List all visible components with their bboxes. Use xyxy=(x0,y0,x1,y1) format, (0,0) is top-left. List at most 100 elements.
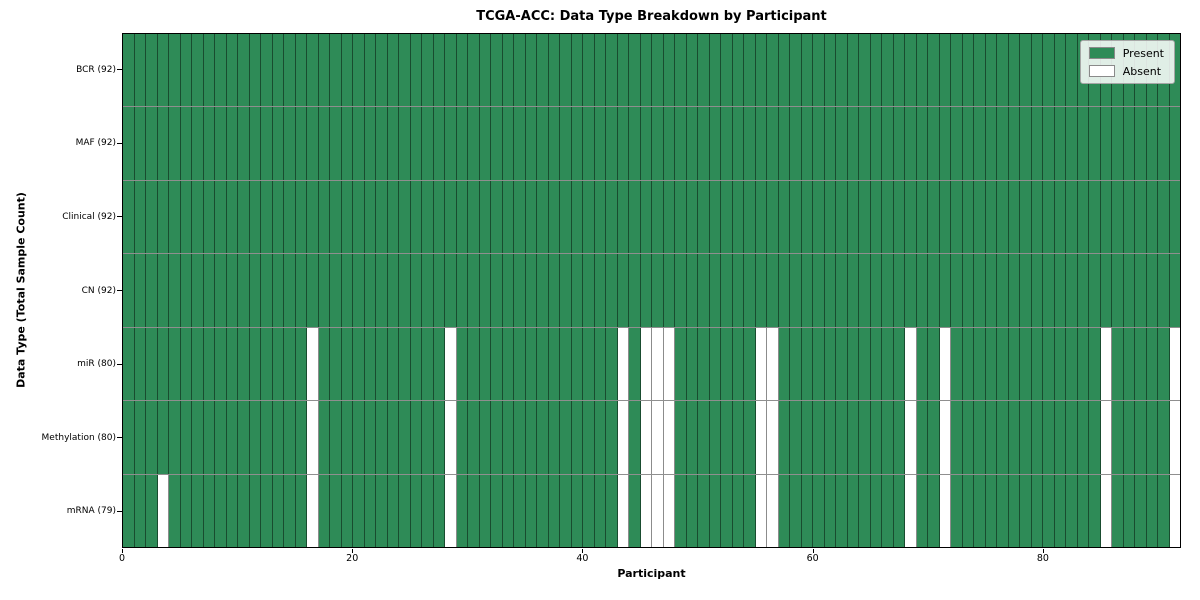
y-tick-label-mrna: mRNA (79) xyxy=(66,506,116,517)
x-tick-mark xyxy=(122,549,123,553)
heatmap-cell-mrna-40 xyxy=(583,474,595,547)
heatmap-cell-cn-66 xyxy=(882,254,894,327)
heatmap-cell-bcr-30 xyxy=(468,34,480,107)
heatmap-cell-cn-83 xyxy=(1077,254,1089,327)
heatmap-cell-bcr-42 xyxy=(606,34,618,107)
heatmap-cell-methylation-33 xyxy=(502,401,514,474)
heatmap-cell-mrna-52 xyxy=(721,474,733,547)
heatmap-cell-mir-50 xyxy=(698,327,710,401)
heatmap-cell-methylation-42 xyxy=(606,401,618,474)
heatmap-cell-bcr-75 xyxy=(985,34,997,107)
heatmap-cell-methylation-59 xyxy=(801,401,813,474)
heatmap-cell-mrna-74 xyxy=(974,474,986,547)
heatmap-cell-mir-69 xyxy=(916,327,928,401)
heatmap-cell-methylation-80 xyxy=(1043,401,1055,474)
heatmap-cell-clinical-41 xyxy=(594,180,606,254)
heatmap-cell-mrna-68 xyxy=(905,474,917,547)
heatmap-cell-methylation-60 xyxy=(813,401,825,474)
heatmap-cell-methylation-89 xyxy=(1146,401,1158,474)
heatmap-cell-mir-12 xyxy=(261,327,273,401)
y-tick-mark xyxy=(117,510,122,512)
heatmap-cell-mrna-4 xyxy=(169,474,181,547)
heatmap-cell-clinical-37 xyxy=(548,180,560,254)
heatmap-cell-cn-32 xyxy=(491,254,503,327)
heatmap-cell-maf-85 xyxy=(1100,107,1112,180)
heatmap-cell-mir-76 xyxy=(997,327,1009,401)
heatmap-cell-bcr-67 xyxy=(893,34,905,107)
heatmap-cell-clinical-18 xyxy=(330,180,342,254)
heatmap-cell-maf-58 xyxy=(790,107,802,180)
heatmap-cell-bcr-32 xyxy=(491,34,503,107)
heatmap-cell-bcr-35 xyxy=(525,34,537,107)
heatmap-cell-cn-61 xyxy=(824,254,836,327)
heatmap-cell-methylation-79 xyxy=(1031,401,1043,474)
heatmap-cell-maf-54 xyxy=(744,107,756,180)
heatmap-cell-maf-23 xyxy=(387,107,399,180)
heatmap-cell-cn-89 xyxy=(1146,254,1158,327)
heatmap-cell-clinical-17 xyxy=(318,180,330,254)
heatmap-cell-mrna-58 xyxy=(790,474,802,547)
heatmap-cell-cn-73 xyxy=(962,254,974,327)
y-tick-mark xyxy=(117,437,122,439)
heatmap-cell-mir-68 xyxy=(905,327,917,401)
heatmap-cell-cn-44 xyxy=(629,254,641,327)
heatmap-row-cn xyxy=(123,253,1180,327)
heatmap-cell-mir-8 xyxy=(215,327,227,401)
heatmap-cell-mir-19 xyxy=(341,327,353,401)
heatmap-cell-clinical-27 xyxy=(433,180,445,254)
heatmap-cell-methylation-9 xyxy=(226,401,238,474)
heatmap-cell-cn-10 xyxy=(238,254,250,327)
heatmap-cell-cn-1 xyxy=(134,254,146,327)
heatmap-cell-clinical-45 xyxy=(640,180,652,254)
heatmap-cell-mrna-64 xyxy=(859,474,871,547)
heatmap-cell-clinical-9 xyxy=(226,180,238,254)
heatmap-cell-clinical-83 xyxy=(1077,180,1089,254)
heatmap-cell-clinical-74 xyxy=(974,180,986,254)
heatmap-cell-methylation-1 xyxy=(134,401,146,474)
heatmap-cell-mrna-8 xyxy=(215,474,227,547)
heatmap-cell-bcr-47 xyxy=(663,34,675,107)
heatmap-cell-mir-78 xyxy=(1020,327,1032,401)
heatmap-cell-mir-59 xyxy=(801,327,813,401)
heatmap-cell-mrna-73 xyxy=(962,474,974,547)
heatmap-cell-bcr-78 xyxy=(1020,34,1032,107)
heatmap-cell-cn-15 xyxy=(295,254,307,327)
heatmap-cell-methylation-50 xyxy=(698,401,710,474)
heatmap-cell-clinical-62 xyxy=(836,180,848,254)
heatmap-cell-methylation-91 xyxy=(1169,401,1180,474)
heatmap-cell-cn-78 xyxy=(1020,254,1032,327)
heatmap-cell-bcr-27 xyxy=(433,34,445,107)
heatmap-cell-maf-77 xyxy=(1008,107,1020,180)
heatmap-cell-clinical-42 xyxy=(606,180,618,254)
heatmap-cell-clinical-23 xyxy=(387,180,399,254)
heatmap-cell-mrna-55 xyxy=(755,474,767,547)
heatmap-cell-maf-31 xyxy=(479,107,491,180)
heatmap-cell-mir-61 xyxy=(824,327,836,401)
heatmap-cell-bcr-25 xyxy=(410,34,422,107)
heatmap-cell-clinical-55 xyxy=(755,180,767,254)
heatmap-cell-mrna-23 xyxy=(387,474,399,547)
heatmap-cell-maf-51 xyxy=(709,107,721,180)
heatmap-cell-maf-41 xyxy=(594,107,606,180)
heatmap-cell-maf-73 xyxy=(962,107,974,180)
heatmap-cell-mrna-81 xyxy=(1054,474,1066,547)
heatmap-cell-methylation-45 xyxy=(640,401,652,474)
heatmap-cell-maf-65 xyxy=(870,107,882,180)
heatmap-cell-clinical-68 xyxy=(905,180,917,254)
heatmap-cell-bcr-41 xyxy=(594,34,606,107)
x-tick-label-40: 40 xyxy=(576,553,589,564)
heatmap-cell-maf-89 xyxy=(1146,107,1158,180)
heatmap-cell-methylation-43 xyxy=(617,401,629,474)
heatmap-cell-bcr-3 xyxy=(157,34,169,107)
heatmap-cell-cn-13 xyxy=(272,254,284,327)
heatmap-cell-methylation-70 xyxy=(928,401,940,474)
heatmap-cell-bcr-48 xyxy=(675,34,687,107)
heatmap-row-methylation xyxy=(123,400,1180,474)
heatmap-cell-mrna-17 xyxy=(318,474,330,547)
heatmap-cell-clinical-24 xyxy=(399,180,411,254)
heatmap-cell-maf-22 xyxy=(376,107,388,180)
heatmap-cell-maf-79 xyxy=(1031,107,1043,180)
heatmap-cell-cn-6 xyxy=(192,254,204,327)
heatmap-cell-mrna-38 xyxy=(560,474,572,547)
heatmap-cell-cn-77 xyxy=(1008,254,1020,327)
